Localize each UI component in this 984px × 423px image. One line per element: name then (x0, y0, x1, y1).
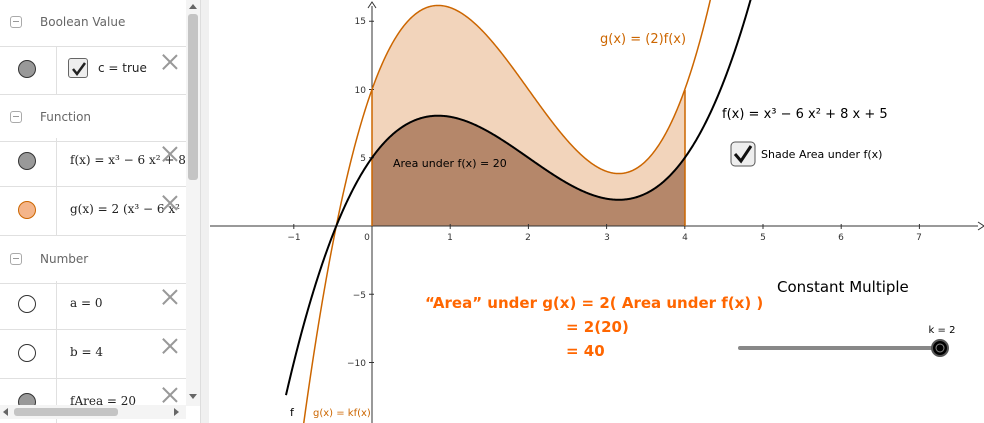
x-tick-label: 4 (682, 233, 688, 243)
k-slider[interactable]: k = 2 (738, 325, 956, 357)
x-tick-label: 3 (604, 233, 610, 243)
delete-icon[interactable] (162, 338, 178, 354)
area-fills (372, 5, 685, 226)
checkbox-box[interactable] (730, 141, 756, 167)
x-tick-label: 7 (916, 233, 922, 243)
g-curve-label: g(x) = kf(x) (313, 408, 371, 419)
visibility-toggle-icon[interactable] (18, 344, 36, 362)
x-tick-label: −1 (287, 233, 300, 243)
algebra-row-g[interactable]: g(x) = 2 (x³ − 6 x² (0, 187, 186, 236)
algebra-row-f[interactable]: f(x) = x³ − 6 x² + 8 (0, 138, 186, 187)
row-divider (56, 281, 57, 329)
algebra-view: Boolean Value c = true Function f(x) = x… (0, 0, 186, 423)
delete-icon[interactable] (162, 146, 178, 162)
g-curve[interactable] (302, 0, 712, 423)
y-tick-label: −10 (347, 359, 366, 369)
collapse-icon[interactable] (10, 16, 22, 28)
a-expression[interactable]: a = 0 (70, 296, 103, 310)
section-boolean-value[interactable]: Boolean Value (0, 0, 186, 47)
checkmark-icon (733, 145, 753, 164)
section-label: Function (40, 110, 92, 124)
shade-area-checkbox[interactable]: Shade Area under f(x) (730, 141, 882, 167)
x-tick-label: 1 (447, 233, 453, 243)
c-expression[interactable]: c = true (98, 61, 147, 75)
scroll-up-icon[interactable] (189, 4, 197, 9)
f-expression[interactable]: f(x) = x³ − 6 x² + 8 (70, 153, 186, 167)
row-divider (56, 46, 57, 94)
section-number[interactable]: Number (0, 237, 186, 284)
graphics-view[interactable]: −1 0 1 2 3 4 5 6 7 15 10 5 −5 −10 g(x) =… (208, 0, 984, 423)
slider-knob-center (935, 343, 945, 353)
f-curve-label: f (290, 406, 295, 419)
algebra-row-b[interactable]: b = 4 (0, 330, 186, 379)
y-tick-label: 10 (355, 86, 367, 96)
page-title: Constant Multiple (777, 278, 909, 296)
slider-label: k = 2 (929, 325, 956, 336)
visibility-toggle-icon[interactable] (18, 60, 36, 78)
x-tick-label: 2 (525, 233, 531, 243)
algebra-row-c[interactable]: c = true (0, 46, 186, 95)
f-curve[interactable] (285, 0, 752, 396)
checkmark-icon (72, 62, 87, 77)
y-axis-arrow-icon (367, 1, 377, 9)
collapse-icon[interactable] (10, 253, 22, 265)
visibility-toggle-icon[interactable] (18, 152, 36, 170)
area-under-f-label: Area under f(x) = 20 (393, 157, 507, 170)
row-divider (56, 187, 57, 235)
scroll-right-icon[interactable] (174, 408, 179, 416)
section-label: Boolean Value (40, 15, 126, 29)
explanation-line-2: = 2(20) (566, 318, 629, 336)
g-expression[interactable]: g(x) = 2 (x³ − 6 x² (70, 202, 180, 216)
shade-area-checkbox-label[interactable]: Shade Area under f(x) (761, 148, 882, 161)
horizontal-scrollbar[interactable] (0, 405, 186, 419)
section-function[interactable]: Function (0, 95, 186, 142)
scroll-down-icon[interactable] (189, 394, 197, 399)
row-divider (56, 379, 57, 423)
section-label: Number (40, 252, 89, 266)
row-divider (56, 138, 57, 186)
b-expression[interactable]: b = 4 (70, 345, 103, 359)
vertical-scrollbar[interactable] (186, 0, 200, 406)
scroll-thumb[interactable] (14, 408, 118, 416)
visibility-toggle-icon[interactable] (18, 295, 36, 313)
delete-icon[interactable] (162, 54, 178, 70)
explanation-line-3: = 40 (566, 342, 605, 360)
tick-marks (293, 20, 920, 363)
x-axis-arrow-icon (977, 221, 984, 231)
x-tick-label: 0 (364, 233, 370, 243)
algebra-row-a[interactable]: a = 0 (0, 281, 186, 330)
scroll-thumb[interactable] (188, 14, 198, 180)
x-tick-labels: −1 0 1 2 3 4 5 6 7 (287, 233, 922, 243)
y-tick-label: 5 (360, 154, 366, 164)
explanation-line-1: “Area” under g(x) = 2( Area under f(x) ) (425, 294, 763, 312)
x-tick-label: 6 (838, 233, 844, 243)
x-tick-label: 5 (760, 233, 766, 243)
g-equation-label[interactable]: g(x) = (2)f(x) (600, 32, 686, 47)
y-tick-label: −5 (353, 291, 366, 301)
delete-icon[interactable] (162, 195, 178, 211)
scroll-left-icon[interactable] (3, 408, 8, 416)
y-tick-label: 15 (355, 17, 366, 27)
collapse-icon[interactable] (10, 111, 22, 123)
f-area-fill (372, 115, 685, 226)
f-equation-label[interactable]: f(x) = x³ − 6 x² + 8 x + 5 (722, 107, 888, 122)
farea-expression[interactable]: fArea = 20 (70, 394, 137, 408)
delete-icon[interactable] (162, 387, 178, 403)
delete-icon[interactable] (162, 289, 178, 305)
visibility-toggle-icon[interactable] (18, 201, 36, 219)
c-checkbox[interactable] (68, 58, 88, 78)
y-tick-labels: 15 10 5 −5 −10 (347, 17, 366, 369)
view-splitter[interactable] (200, 0, 209, 423)
row-divider (56, 330, 57, 378)
